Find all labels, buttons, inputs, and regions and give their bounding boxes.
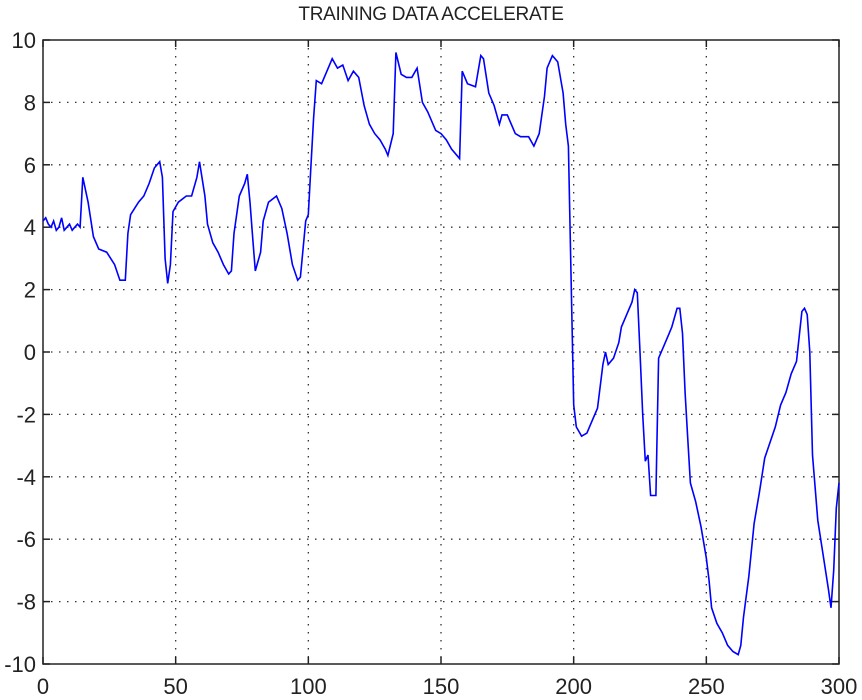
y-tick-label: -2 <box>16 402 36 427</box>
y-tick-label: -8 <box>16 590 36 615</box>
axis-ticks <box>42 39 840 665</box>
y-tick-label: 8 <box>24 90 36 115</box>
chart-title: TRAINING DATA ACCELERATE <box>298 4 564 25</box>
x-axis-tick-labels: 0 50 100 150 200 250 300 <box>37 674 857 699</box>
y-tick-label: 6 <box>24 153 36 178</box>
x-tick-label: 150 <box>423 674 460 699</box>
y-tick-label: 0 <box>24 340 36 365</box>
data-series-line <box>42 52 840 656</box>
y-tick-label: -6 <box>16 527 36 552</box>
y-tick-label: 10 <box>12 28 36 53</box>
x-tick-label: 50 <box>163 674 187 699</box>
y-tick-label: 2 <box>24 278 36 303</box>
x-tick-label: 200 <box>555 674 592 699</box>
x-tick-label: 250 <box>688 674 725 699</box>
y-tick-label: 4 <box>24 215 36 240</box>
y-tick-label: -10 <box>4 652 36 677</box>
x-tick-label: 300 <box>821 674 858 699</box>
x-tick-label: 100 <box>290 674 327 699</box>
y-tick-label: -4 <box>16 465 36 490</box>
y-axis-tick-labels: -10 -8 -6 -4 -2 0 2 4 6 8 10 <box>4 28 36 677</box>
x-tick-label: 0 <box>37 674 49 699</box>
